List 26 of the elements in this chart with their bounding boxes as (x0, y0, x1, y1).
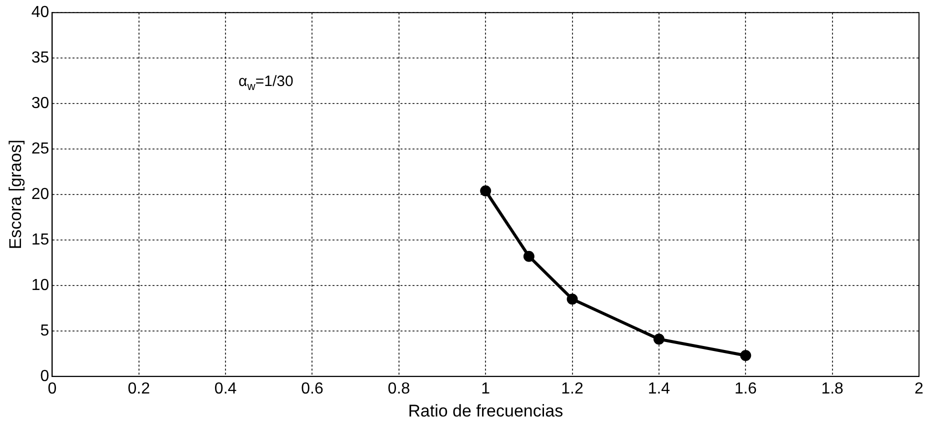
y-tick-label: 10 (31, 276, 50, 294)
y-tick-label: 40 (31, 4, 50, 22)
y-tick-label: 30 (31, 94, 50, 112)
x-tick-label: 1.4 (648, 380, 670, 398)
x-tick-label: 1.8 (821, 380, 844, 398)
x-tick-label: 1 (481, 380, 490, 398)
point (566, 294, 578, 305)
x-axis-title: Ratio de frecuencias (408, 401, 564, 420)
x-tick-label: 0.2 (128, 380, 150, 398)
y-axis-title: Escora [graos] (6, 140, 25, 250)
x-tick-label: 0.4 (214, 380, 237, 398)
y-tick-label: 0 (40, 368, 50, 385)
x-tick-label: 1.6 (734, 380, 757, 398)
y-tick-label: 25 (31, 140, 50, 158)
y-tick-label: 15 (31, 231, 50, 248)
x-tick-label: 0.8 (388, 380, 410, 398)
point (523, 250, 534, 262)
x-tick-label: 0.6 (301, 380, 324, 398)
point (653, 334, 664, 345)
point (480, 185, 492, 196)
y-tick-label: 20 (31, 186, 50, 203)
x-tick-label: 1.2 (561, 380, 584, 398)
point (740, 350, 752, 361)
x-tick-label: 2 (914, 380, 924, 398)
y-tick-label: 5 (40, 322, 50, 340)
y-tick-label: 35 (31, 49, 50, 66)
